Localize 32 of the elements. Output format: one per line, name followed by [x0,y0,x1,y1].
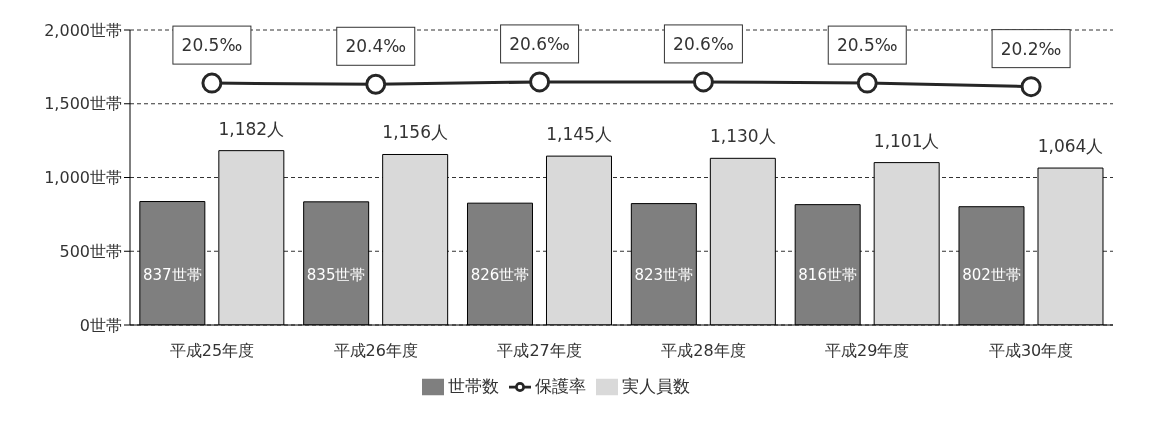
data-label: 20.5‰ [181,35,243,56]
y-tick-label: 2,000世帯 [44,20,122,40]
x-tick-label: 平成28年度 [661,341,746,361]
data-label: 20.2‰ [1000,38,1062,59]
x-tick-label: 平成25年度 [169,341,255,361]
data-label: 20.6‰ [509,33,570,54]
x-tick-label: 平成29年度 [825,341,910,361]
data-label: 20.5‰ [836,35,898,56]
y-tick-label: 500世帯 [59,241,122,261]
data-label: 1,101人 [873,130,940,151]
data-label: 20.6‰ [673,33,734,54]
y-tick-label: 0世帯 [79,315,122,335]
data-label: 823世帯 [634,266,694,284]
data-label: 835世帯 [306,266,366,284]
x-tick-label: 平成27年度 [497,341,582,361]
legend-label: 保護率 [534,376,586,396]
y-tick-label: 1,000世帯 [44,168,122,188]
legend-label: 世帯数 [447,376,499,396]
x-tick-label: 平成26年度 [333,341,418,361]
data-label: 1,130人 [709,126,776,147]
data-label: 1,145人 [546,124,612,145]
legend-label: 実人員数 [621,376,690,396]
data-label: 837世帯 [143,266,202,284]
data-label: 1,156人 [382,122,448,143]
x-tick-label: 平成30年度 [988,341,1074,361]
data-label: 802世帯 [962,266,1021,284]
data-label: 1,064人 [1037,136,1104,157]
y-tick-label: 1,500世帯 [44,94,122,114]
data-label: 816世帯 [798,266,857,284]
data-label: 1,182人 [218,118,285,139]
data-label: 20.4‰ [345,36,407,57]
data-label: 826世帯 [470,266,530,284]
